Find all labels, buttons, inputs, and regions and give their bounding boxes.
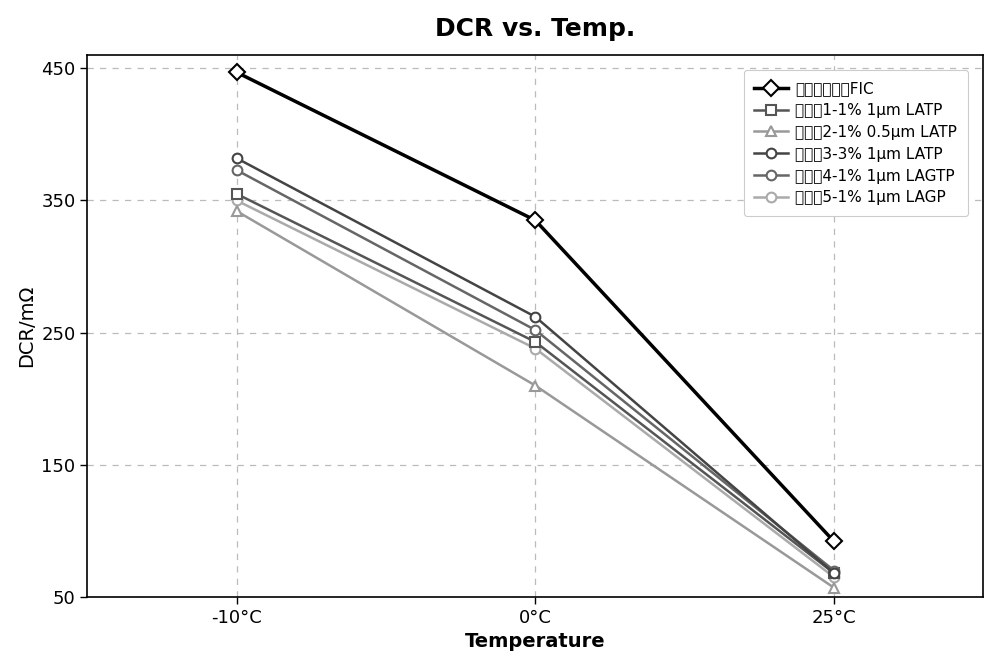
实施例5-1% 1μm LAGP bbox=[231, 196, 243, 204]
实施例4-1% 1μm LAGTP bbox=[529, 326, 541, 334]
Line: 实施例5-1% 1μm LAGP: 实施例5-1% 1μm LAGP bbox=[232, 196, 839, 582]
实施例4-1% 1μm LAGTP bbox=[231, 166, 243, 174]
实施例2-1% 0.5μm LATP bbox=[828, 584, 840, 592]
Line: 实施例2-1% 0.5μm LATP: 实施例2-1% 0.5μm LATP bbox=[232, 206, 839, 593]
Y-axis label: DCR/mΩ: DCR/mΩ bbox=[17, 285, 36, 367]
Line: 实施例1-1% 1μm LATP: 实施例1-1% 1μm LATP bbox=[232, 189, 839, 578]
对比例未添加FIC bbox=[828, 538, 840, 546]
Title: DCR vs. Temp.: DCR vs. Temp. bbox=[435, 17, 635, 41]
实施例1-1% 1μm LATP bbox=[828, 569, 840, 577]
Line: 实施例3-3% 1μm LATP: 实施例3-3% 1μm LATP bbox=[232, 154, 839, 578]
对比例未添加FIC bbox=[231, 68, 243, 76]
实施例2-1% 0.5μm LATP bbox=[529, 381, 541, 389]
实施例4-1% 1μm LAGTP bbox=[828, 566, 840, 574]
Line: 实施例4-1% 1μm LAGTP: 实施例4-1% 1μm LAGTP bbox=[232, 165, 839, 575]
实施例3-3% 1μm LATP bbox=[828, 569, 840, 577]
Legend: 对比例未添加FIC, 实施例1-1% 1μm LATP, 实施例2-1% 0.5μm LATP, 实施例3-3% 1μm LATP, 实施例4-1% 1μm L: 对比例未添加FIC, 实施例1-1% 1μm LATP, 实施例2-1% 0.5… bbox=[744, 70, 968, 216]
实施例5-1% 1μm LAGP bbox=[529, 345, 541, 353]
实施例2-1% 0.5μm LATP bbox=[231, 207, 243, 215]
实施例5-1% 1μm LAGP bbox=[828, 573, 840, 581]
Line: 对比例未添加FIC: 对比例未添加FIC bbox=[231, 67, 840, 547]
实施例3-3% 1μm LATP bbox=[529, 313, 541, 321]
X-axis label: Temperature: Temperature bbox=[465, 633, 606, 651]
实施例3-3% 1μm LATP bbox=[231, 154, 243, 162]
实施例1-1% 1μm LATP bbox=[231, 190, 243, 198]
对比例未添加FIC bbox=[529, 216, 541, 224]
实施例1-1% 1μm LATP bbox=[529, 338, 541, 346]
